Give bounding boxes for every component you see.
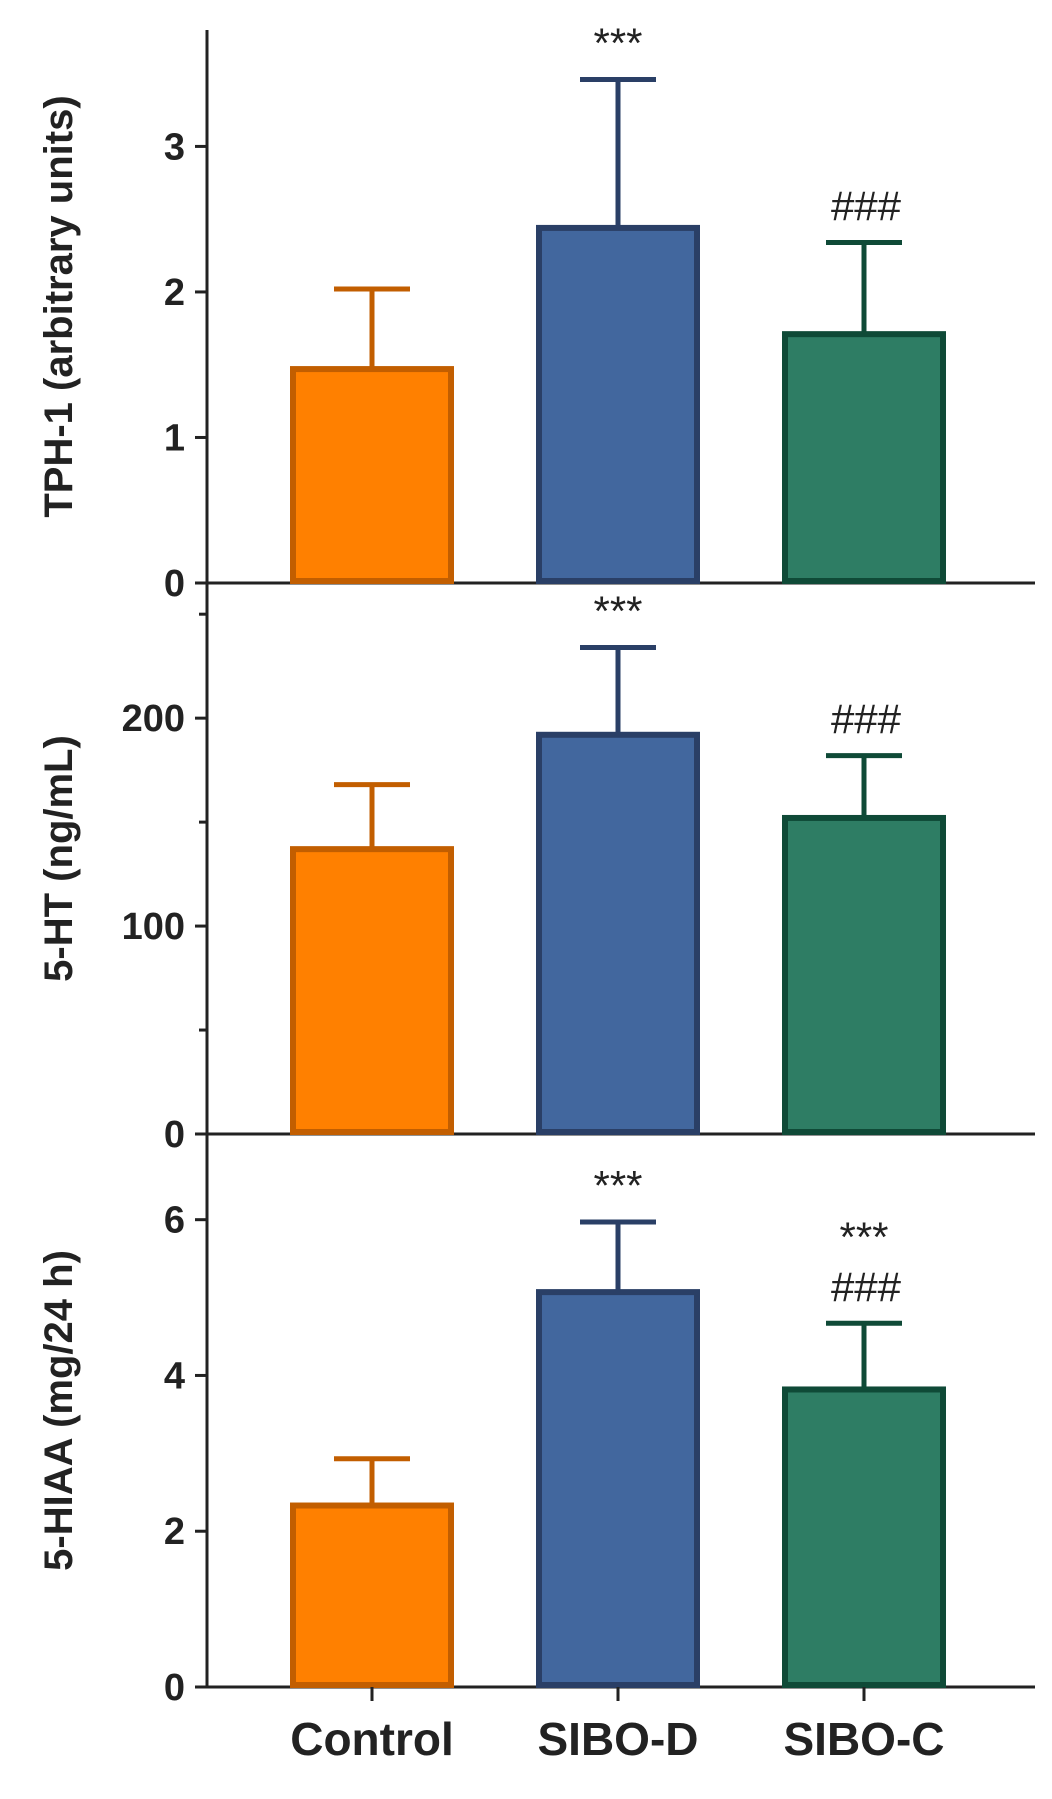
y-tick-label: 200: [122, 698, 185, 740]
y-tick-label: 2: [164, 272, 185, 314]
x-tick-label-control: Control: [290, 1713, 454, 1765]
panel-1: 0 1 2 3 TPH-1 (arbitrary units) *** ###: [37, 19, 1035, 605]
bar-control: [290, 1502, 454, 1689]
bar-sibo-d: [536, 1289, 700, 1689]
bar-sibo-d: [536, 224, 700, 584]
x-tick-label-sibo-c: SIBO-C: [784, 1713, 945, 1765]
significance-stars: ***: [593, 587, 642, 634]
significance-stars: ***: [593, 19, 642, 66]
y-tick-label: 6: [164, 1200, 185, 1242]
y-axis-label: 5-HIAA (mg/24 h): [37, 1250, 81, 1571]
y-tick-label: 0: [164, 1114, 185, 1156]
x-tick-label-sibo-d: SIBO-D: [538, 1713, 699, 1765]
bar-sibo-c: [782, 1386, 946, 1689]
y-tick-label: 0: [164, 563, 185, 605]
y-tick-label: 2: [164, 1511, 185, 1553]
y-axis-label: TPH-1 (arbitrary units): [37, 95, 81, 517]
y-tick-label: 100: [122, 906, 185, 948]
bar-control: [290, 366, 454, 585]
y-axis-label: 5-HT (ng/mL): [37, 735, 81, 982]
significance-stars: ***: [593, 1162, 642, 1209]
y-tick-label: 4: [164, 1355, 185, 1397]
y-tick-label: 1: [164, 417, 185, 459]
bar-sibo-d: [536, 731, 700, 1135]
panel-2: 0 100 200 5-HT (ng/mL) *** ###: [37, 583, 1035, 1156]
significance-hash: ###: [831, 182, 902, 229]
bar-sibo-c: [782, 331, 946, 584]
y-tick-label: 3: [164, 126, 185, 168]
significance-stars: ***: [839, 1213, 888, 1260]
significance-hash: ###: [831, 1263, 902, 1310]
significance-hash: ###: [831, 696, 902, 743]
bar-sibo-c: [782, 814, 946, 1135]
y-tick-label: 0: [164, 1667, 185, 1709]
bar-control: [290, 846, 454, 1135]
